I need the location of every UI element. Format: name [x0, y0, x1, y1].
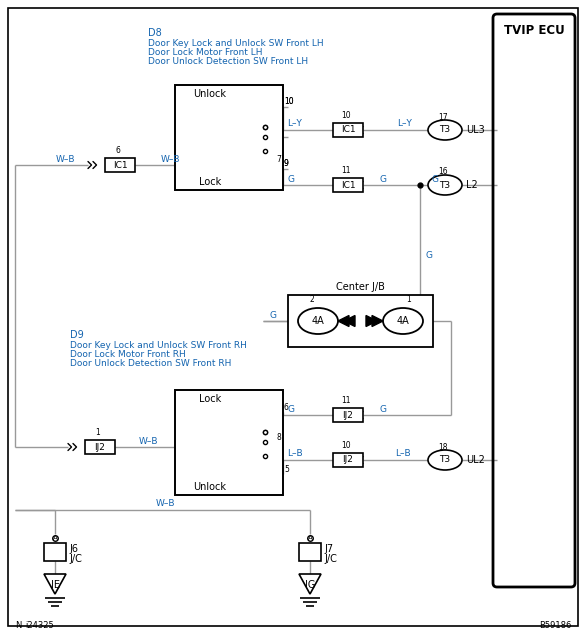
Text: 16: 16	[438, 168, 448, 177]
Text: IE: IE	[50, 580, 60, 590]
Text: 10: 10	[341, 441, 351, 450]
Text: 7: 7	[276, 156, 281, 164]
Text: G: G	[380, 404, 387, 413]
Text: 2: 2	[310, 295, 315, 305]
Text: J6: J6	[69, 544, 78, 554]
Text: J/C: J/C	[69, 554, 82, 564]
Polygon shape	[372, 316, 383, 326]
Text: Door Lock Motor Front LH: Door Lock Motor Front LH	[148, 48, 263, 57]
Text: W–B: W–B	[138, 436, 158, 446]
Text: G: G	[426, 250, 433, 260]
Text: W–B: W–B	[55, 154, 75, 163]
Text: 6: 6	[284, 403, 289, 411]
Bar	[333, 453, 363, 467]
Text: L–B: L–B	[395, 450, 411, 458]
Text: B59186: B59186	[540, 622, 572, 631]
Text: Door Unlock Detection SW Front LH: Door Unlock Detection SW Front LH	[148, 57, 308, 66]
Bar	[85, 440, 115, 454]
Text: TVIP ECU: TVIP ECU	[503, 25, 564, 37]
Text: G: G	[287, 175, 294, 184]
Bar	[333, 123, 363, 137]
Text: 17: 17	[438, 112, 448, 121]
Text: 10: 10	[341, 111, 351, 120]
Text: 18: 18	[438, 443, 448, 451]
Text: 4A: 4A	[312, 316, 325, 326]
Text: Door Key Lock and Unlock SW Front RH: Door Key Lock and Unlock SW Front RH	[70, 341, 247, 350]
Bar	[175, 85, 283, 190]
Text: G: G	[287, 404, 294, 413]
Text: G: G	[270, 311, 277, 319]
Text: G: G	[432, 175, 439, 184]
Bar	[175, 390, 283, 495]
Text: 10: 10	[284, 98, 294, 107]
Text: IG: IG	[305, 580, 315, 590]
Text: Lock: Lock	[199, 177, 221, 187]
Text: UL3: UL3	[466, 125, 485, 135]
Text: i24325: i24325	[25, 622, 54, 631]
Text: Lock: Lock	[199, 394, 221, 404]
Bar	[333, 408, 363, 422]
Ellipse shape	[428, 175, 462, 195]
Polygon shape	[44, 574, 66, 594]
Text: 11: 11	[341, 166, 351, 175]
Text: IJ2: IJ2	[343, 410, 353, 420]
Bar	[299, 543, 321, 561]
Text: IC1: IC1	[340, 180, 355, 189]
Text: D8: D8	[148, 28, 162, 38]
Text: 9: 9	[284, 159, 289, 168]
Text: T3: T3	[440, 180, 451, 189]
Text: IJ2: IJ2	[343, 455, 353, 464]
Text: G: G	[380, 175, 387, 184]
Text: IJ2: IJ2	[94, 443, 105, 451]
Text: A: A	[308, 535, 312, 541]
Text: 10: 10	[284, 98, 294, 107]
Text: Unlock: Unlock	[193, 89, 227, 99]
Text: IC1: IC1	[340, 126, 355, 135]
Text: L–B: L–B	[287, 450, 302, 458]
Polygon shape	[344, 316, 355, 326]
Text: 9: 9	[284, 159, 289, 168]
Text: 6: 6	[115, 146, 121, 155]
Text: 4A: 4A	[397, 316, 410, 326]
Polygon shape	[299, 574, 321, 594]
Ellipse shape	[428, 450, 462, 470]
Polygon shape	[338, 316, 349, 326]
Text: UL2: UL2	[466, 455, 485, 465]
Bar	[288, 295, 433, 347]
Text: A: A	[53, 535, 57, 541]
Bar	[44, 543, 66, 561]
Text: L–Y: L–Y	[287, 119, 302, 128]
Ellipse shape	[383, 308, 423, 334]
Text: T3: T3	[440, 126, 451, 135]
Text: Door Unlock Detection SW Front RH: Door Unlock Detection SW Front RH	[70, 359, 231, 368]
Text: Door Lock Motor Front RH: Door Lock Motor Front RH	[70, 350, 186, 359]
Text: L2: L2	[466, 180, 478, 190]
Ellipse shape	[428, 120, 462, 140]
Text: L–Y: L–Y	[397, 119, 413, 128]
Text: 1: 1	[406, 295, 411, 305]
Text: W–B: W–B	[155, 500, 175, 509]
Ellipse shape	[298, 308, 338, 334]
Bar	[105, 158, 135, 172]
Text: Center J/B: Center J/B	[336, 282, 385, 292]
Text: 1: 1	[96, 428, 100, 437]
Text: 8: 8	[276, 432, 281, 441]
Text: J7: J7	[324, 544, 333, 554]
Text: D9: D9	[70, 330, 84, 340]
Text: T3: T3	[440, 455, 451, 464]
Text: J/C: J/C	[324, 554, 337, 564]
Text: Unlock: Unlock	[193, 482, 227, 492]
Text: Door Key Lock and Unlock SW Front LH: Door Key Lock and Unlock SW Front LH	[148, 39, 323, 48]
Polygon shape	[366, 316, 377, 326]
Text: 5: 5	[284, 464, 289, 474]
Text: IC1: IC1	[113, 161, 127, 170]
Bar	[333, 178, 363, 192]
Text: W–B: W–B	[160, 154, 180, 163]
Text: N: N	[15, 622, 21, 631]
Text: 11: 11	[341, 396, 351, 405]
